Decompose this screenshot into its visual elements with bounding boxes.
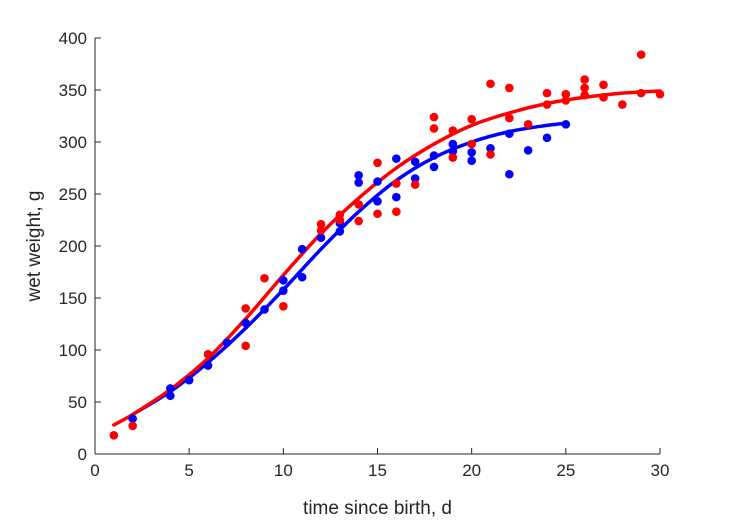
data-point <box>316 233 326 242</box>
data-point <box>580 75 589 84</box>
data-point <box>373 209 382 219</box>
x-tick-label: 15 <box>368 461 387 480</box>
data-point <box>335 210 345 220</box>
data-point <box>260 305 269 314</box>
data-point <box>542 133 552 143</box>
data-point <box>618 100 627 109</box>
data-point <box>279 276 288 285</box>
markers <box>109 50 665 440</box>
y-tick-label: 400 <box>59 29 87 48</box>
data-point <box>392 207 401 216</box>
data-point <box>636 88 646 98</box>
data-point <box>486 150 495 159</box>
data-point <box>203 349 213 359</box>
x-tick-label: 10 <box>274 461 293 480</box>
data-point <box>392 179 401 188</box>
data-point <box>203 361 213 370</box>
data-point <box>241 341 250 351</box>
data-point <box>392 192 401 202</box>
data-point <box>542 100 552 109</box>
data-point <box>486 79 495 89</box>
data-point <box>467 156 476 166</box>
data-point <box>128 421 137 431</box>
data-point <box>354 216 363 226</box>
data-point <box>297 272 307 282</box>
data-point <box>373 158 382 168</box>
y-tick-label: 300 <box>59 133 87 152</box>
data-point <box>373 196 382 206</box>
data-point <box>580 90 589 100</box>
data-point <box>429 162 439 172</box>
data-point <box>279 286 288 296</box>
data-point <box>373 177 382 186</box>
y-tick-label: 0 <box>78 445 87 464</box>
data-point <box>636 50 646 59</box>
data-point <box>505 129 514 138</box>
data-point <box>467 139 476 149</box>
data-point <box>241 304 250 313</box>
data-point <box>297 244 307 254</box>
y-tick-label: 350 <box>59 81 87 100</box>
data-point <box>561 120 571 129</box>
data-point <box>599 92 608 102</box>
data-point <box>316 219 326 229</box>
data-point <box>505 169 514 179</box>
y-tick-label: 200 <box>59 237 87 256</box>
x-tick-label: 5 <box>184 461 193 480</box>
x-axis-label: time since birth, d <box>303 498 452 519</box>
data-point <box>561 89 571 99</box>
data-point <box>523 120 533 129</box>
data-point <box>166 391 175 401</box>
data-point <box>523 146 533 155</box>
y-axis: 0 50 100 150 200 250 300 350 400 <box>59 29 101 464</box>
x-tick-label: 30 <box>651 461 670 480</box>
y-axis-label: wet weight, g <box>24 191 45 303</box>
data-point <box>429 151 439 160</box>
data-point <box>128 414 137 423</box>
data-point <box>410 157 420 167</box>
data-point <box>429 112 439 122</box>
data-point <box>580 83 589 93</box>
y-tick-label: 250 <box>59 185 87 204</box>
data-point <box>222 338 232 348</box>
data-point <box>354 170 363 180</box>
data-point <box>429 124 439 133</box>
data-point <box>486 143 495 153</box>
data-point <box>279 302 288 311</box>
x-tick-label: 25 <box>556 461 575 480</box>
data-point <box>599 80 608 90</box>
data-point <box>561 96 571 105</box>
data-point <box>410 180 420 189</box>
data-point <box>448 153 458 162</box>
data-point <box>505 83 514 93</box>
data-point <box>448 126 458 135</box>
data-point <box>354 200 363 209</box>
data-point <box>241 318 250 328</box>
y-tick-label: 150 <box>59 289 87 308</box>
data-point <box>166 384 175 393</box>
data-point <box>410 174 420 183</box>
data-point <box>109 430 119 440</box>
data-point <box>260 273 269 283</box>
data-point <box>542 88 552 98</box>
data-point <box>655 89 665 99</box>
x-axis: 0 5 10 15 20 25 30 <box>90 448 669 480</box>
x-tick-label: 20 <box>462 461 481 480</box>
y-tick-label: 50 <box>68 393 87 412</box>
data-point <box>467 114 476 124</box>
data-point <box>184 375 194 385</box>
data-point <box>316 226 326 235</box>
data-point <box>392 154 401 163</box>
data-point <box>505 113 514 123</box>
data-point <box>448 147 458 156</box>
data-point <box>354 178 363 187</box>
data-point <box>467 148 476 157</box>
data-point <box>448 139 458 149</box>
x-tick-label: 0 <box>90 461 99 480</box>
y-tick-label: 100 <box>59 341 87 360</box>
data-point <box>335 227 345 236</box>
